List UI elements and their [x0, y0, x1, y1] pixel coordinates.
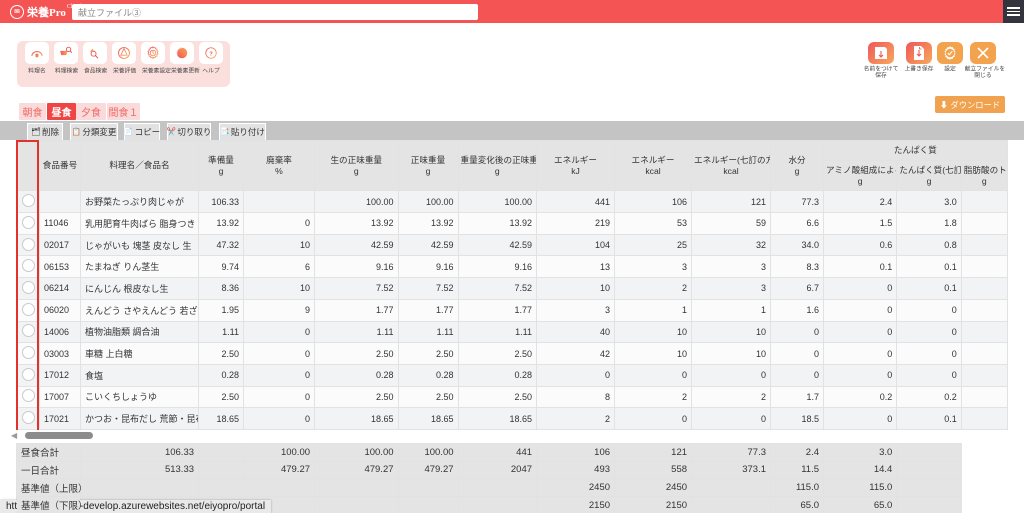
svg-text:?: ? [209, 52, 213, 58]
